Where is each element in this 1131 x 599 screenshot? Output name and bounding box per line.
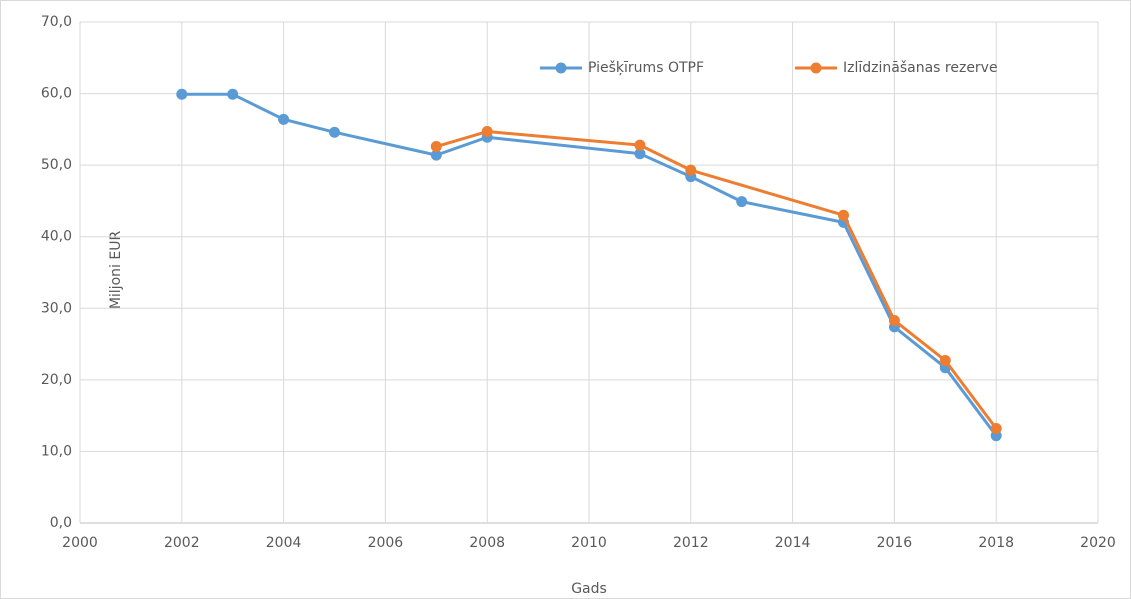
legend-marker (555, 62, 567, 74)
y-tick-label: 30,0 (41, 300, 72, 316)
legend-label: Piešķīrums OTPF (588, 60, 704, 76)
x-tick-label: 2018 (978, 535, 1014, 551)
data-line (435, 130, 998, 430)
x-tick-label: 2020 (1080, 535, 1116, 551)
data-point (990, 423, 1002, 435)
x-tick-label: 2006 (368, 535, 404, 551)
data-point (838, 209, 849, 221)
y-tick-label: 60,0 (41, 86, 72, 102)
legend-marker (810, 62, 822, 74)
y-tick-label: 0,0 (50, 515, 72, 531)
y-tick-label: 10,0 (41, 443, 72, 459)
x-tick-label: 2008 (469, 535, 505, 551)
data-point (278, 113, 290, 125)
data-point (634, 148, 646, 160)
data-point (430, 149, 442, 161)
y-axis-label: Miljoni EUR (108, 231, 124, 310)
data-point (685, 164, 697, 176)
x-axis-label: Gads (571, 581, 607, 597)
y-tick-label: 40,0 (41, 229, 72, 245)
y-tick-label: 20,0 (41, 372, 72, 388)
x-tick-label: 2000 (62, 535, 98, 551)
y-tick-label: 70,0 (41, 14, 72, 30)
x-tick-label: 2002 (164, 535, 200, 551)
data-point (634, 139, 646, 151)
data-point (481, 126, 493, 138)
x-tick-label: 2014 (775, 535, 811, 551)
data-point (176, 88, 188, 100)
data-point (939, 355, 951, 367)
data-point (329, 126, 340, 138)
x-tick-label: 2012 (673, 535, 709, 551)
data-point (227, 88, 239, 100)
legend-label: Izlīdzināšanas rezerve (843, 60, 998, 76)
data-point (430, 141, 442, 153)
x-tick-label: 2016 (877, 535, 913, 551)
data-point (888, 314, 900, 326)
x-tick-label: 2010 (571, 535, 607, 551)
data-point (736, 196, 748, 208)
y-tick-label: 50,0 (41, 157, 72, 173)
x-tick-label: 2004 (266, 535, 302, 551)
